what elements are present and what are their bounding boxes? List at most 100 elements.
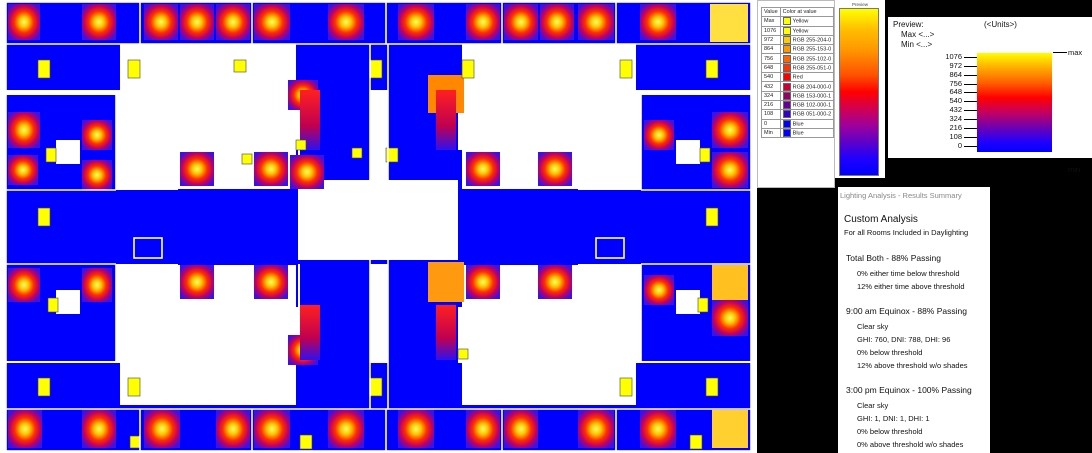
color-table-row: 108 RGB 051-000-2 bbox=[762, 110, 834, 119]
color-swatch bbox=[783, 101, 791, 109]
legend-tick-line bbox=[964, 101, 977, 102]
color-table-row: 0 Blue bbox=[762, 119, 834, 128]
value-cell: 648 bbox=[762, 63, 781, 72]
legend-tick-label: 972 bbox=[932, 62, 962, 70]
gradient-bar bbox=[839, 8, 879, 176]
value-cell: 108 bbox=[762, 110, 781, 119]
value-cell: 324 bbox=[762, 91, 781, 100]
value-cell: 0 bbox=[762, 119, 781, 128]
color-cell: RGB 255-204-0 bbox=[780, 35, 834, 44]
color-cell: Yellow bbox=[780, 17, 834, 26]
color-swatch bbox=[783, 110, 791, 118]
section-title: 9:00 am Equinox - 88% Passing bbox=[846, 306, 967, 316]
color-name: RGB 255-204-0 bbox=[793, 37, 832, 43]
color-cell: RGB 255-153-0 bbox=[780, 45, 834, 54]
legend-tick-line bbox=[964, 84, 977, 85]
color-name: Blue bbox=[793, 130, 804, 136]
color-name: RGB 255-102-0 bbox=[793, 56, 832, 62]
color-name: Blue bbox=[793, 121, 804, 127]
color-table-row: 324 RGB 153-000-1 bbox=[762, 91, 834, 100]
color-value-preview-bar: Preview bbox=[835, 0, 885, 178]
color-table-row: 972 RGB 255-204-0 bbox=[762, 35, 834, 44]
section-line: Clear sky bbox=[857, 401, 888, 410]
legend-tick-line bbox=[964, 66, 977, 67]
max-label: Max <...> bbox=[901, 30, 934, 39]
color-cell: RGB 051-000-2 bbox=[780, 110, 834, 119]
section-line: 0% either time below threshold bbox=[857, 269, 960, 278]
section-line: 0% above threshold w/o shades bbox=[857, 440, 963, 449]
color-name: RGB 255-051-0 bbox=[793, 65, 832, 71]
color-swatch bbox=[783, 73, 791, 81]
value-cell: 216 bbox=[762, 100, 781, 109]
color-cell: RGB 153-000-1 bbox=[780, 91, 834, 100]
color-cell: RGB 102-000-1 bbox=[780, 100, 834, 109]
section-line: Clear sky bbox=[857, 322, 888, 331]
legend-tick-label: 1076 bbox=[932, 53, 962, 61]
legend-tick-label: 432 bbox=[932, 106, 962, 114]
legend-tick-label: 108 bbox=[932, 133, 962, 141]
legend-tick-label: 0 bbox=[932, 142, 962, 150]
color-name: RGB 204-000-0 bbox=[793, 84, 832, 90]
color-name: RGB 051-000-2 bbox=[793, 112, 832, 118]
color-name: RGB 255-153-0 bbox=[793, 47, 832, 53]
value-cell: 756 bbox=[762, 54, 781, 63]
color-table-row: 540 Red bbox=[762, 73, 834, 82]
section-line: 12% either time above threshold bbox=[857, 282, 965, 291]
floor-plan-heatmap[interactable] bbox=[0, 0, 757, 453]
color-name: RGB 153-000-1 bbox=[793, 93, 832, 99]
color-name: Yellow bbox=[793, 28, 809, 34]
legend-tick-line bbox=[964, 128, 977, 129]
legend-tick-label: 864 bbox=[932, 71, 962, 79]
legend-tick-line bbox=[964, 110, 977, 111]
bar-max-label: max bbox=[1068, 48, 1082, 57]
color-cell: Yellow bbox=[780, 26, 834, 35]
legend-tick-label: 540 bbox=[932, 97, 962, 105]
color-swatch bbox=[783, 92, 791, 100]
legend-tick-label: 648 bbox=[932, 88, 962, 96]
section-line: 0% below threshold bbox=[857, 348, 922, 357]
color-table-row: 1076 Yellow bbox=[762, 26, 834, 35]
color-swatch bbox=[783, 27, 791, 35]
color-swatch bbox=[783, 129, 791, 137]
color-swatch bbox=[783, 36, 791, 44]
max-marker bbox=[1053, 52, 1067, 53]
preview-legend: Preview: (<Units>) Max <...> Min <...> 1… bbox=[888, 17, 1092, 158]
color-cell: RGB 204-000-0 bbox=[780, 82, 834, 91]
legend-tick-line bbox=[964, 75, 977, 76]
summary-heading: Custom Analysis bbox=[844, 214, 918, 225]
color-swatch bbox=[783, 45, 791, 53]
value-column-header: Value bbox=[762, 8, 781, 17]
color-swatch bbox=[783, 64, 791, 72]
color-value-table-panel: Value Color at value Max Yellow 1076 Yellow… bbox=[757, 0, 835, 188]
value-cell: 864 bbox=[762, 45, 781, 54]
color-swatch bbox=[783, 120, 791, 128]
section-line: GHI: 760, DNI: 788, DHI: 96 bbox=[857, 335, 950, 344]
legend-tick-line bbox=[964, 92, 977, 93]
color-swatch bbox=[783, 17, 791, 25]
color-cell: Blue bbox=[780, 119, 834, 128]
legend-tick-label: 324 bbox=[932, 115, 962, 123]
plan-canvas[interactable] bbox=[0, 0, 757, 453]
color-cell: RGB 255-102-0 bbox=[780, 54, 834, 63]
legend-tick-line bbox=[964, 146, 977, 147]
section-title: Total Both - 88% Passing bbox=[846, 253, 941, 263]
color-name: Yellow bbox=[793, 19, 809, 25]
legend-tick-line bbox=[964, 137, 977, 138]
color-table-row: 756 RGB 255-102-0 bbox=[762, 54, 834, 63]
section-line: 0% below threshold bbox=[857, 427, 922, 436]
value-cell: Min bbox=[762, 128, 781, 137]
section-line: 12% above threshold w/o shades bbox=[857, 361, 968, 370]
legend-tick-line bbox=[964, 119, 977, 120]
color-cell: RGB 255-051-0 bbox=[780, 63, 834, 72]
value-cell: Max bbox=[762, 17, 781, 26]
value-cell: 540 bbox=[762, 73, 781, 82]
color-table-row: 432 RGB 204-000-0 bbox=[762, 82, 834, 91]
color-column-header: Color at value bbox=[780, 8, 834, 17]
section-title: 3:00 pm Equinox - 100% Passing bbox=[846, 385, 972, 395]
value-cell: 432 bbox=[762, 82, 781, 91]
window-title: Lighting Analysis - Results Summary bbox=[838, 187, 990, 200]
legend-tick-line bbox=[964, 57, 977, 58]
results-summary-window: Lighting Analysis - Results Summary Cust… bbox=[838, 187, 990, 453]
color-name: Red bbox=[793, 75, 803, 81]
color-name: RGB 102-000-1 bbox=[793, 103, 832, 109]
